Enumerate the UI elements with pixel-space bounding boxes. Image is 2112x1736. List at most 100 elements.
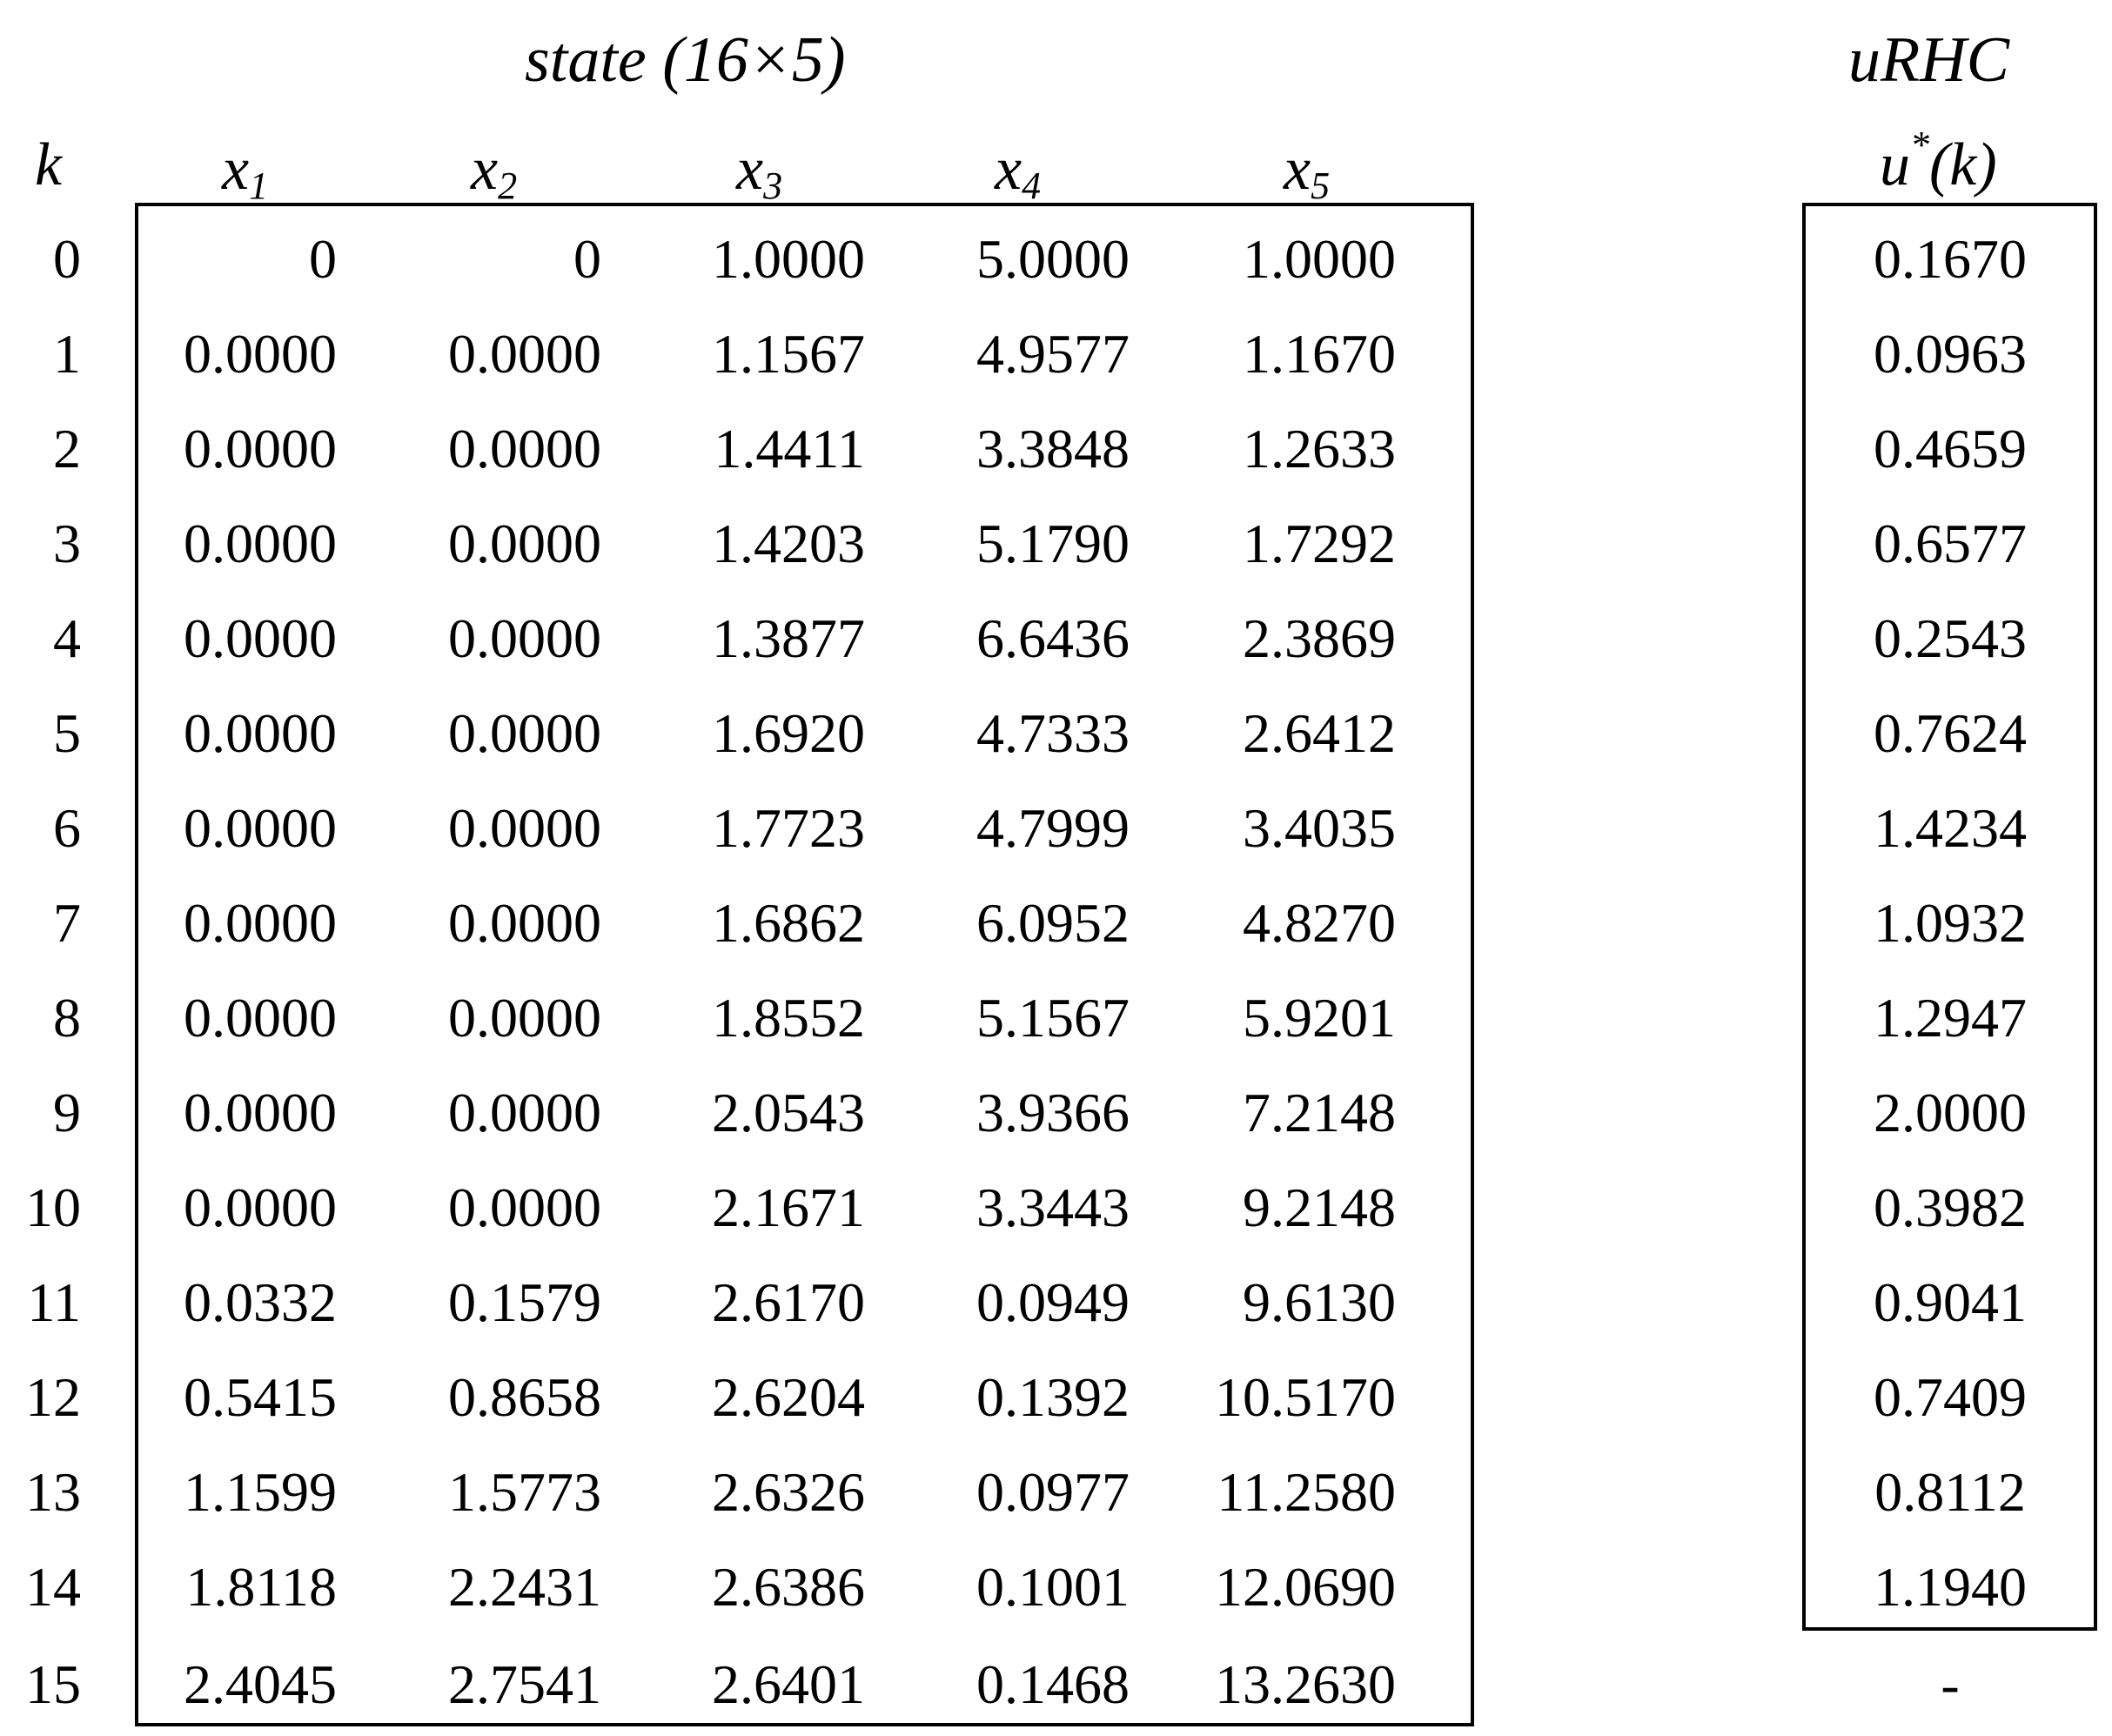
- x5-cell: 13.2630: [1215, 1653, 1396, 1715]
- state-matrix-frame: [135, 203, 1474, 1726]
- x2-cell: 0.0000: [448, 323, 601, 385]
- k-cell: 9: [53, 1082, 81, 1143]
- x5-cell: 1.0000: [1243, 228, 1396, 290]
- x3-cell: 1.4411: [714, 418, 865, 479]
- u-cell: 0.7409: [1874, 1366, 2027, 1428]
- u-column-header: u*(k): [1880, 124, 1997, 198]
- x4-cell: 3.3848: [976, 418, 1130, 479]
- x1-cell: 0.5415: [184, 1366, 337, 1428]
- x4-cell: 4.7999: [976, 797, 1130, 859]
- x5-cell: 7.2148: [1243, 1082, 1396, 1143]
- state-title-label: state (16×5): [525, 24, 846, 96]
- u-cell: 0.6577: [1874, 513, 2027, 574]
- x3-cell: 1.6862: [712, 892, 865, 954]
- x1-cell: 2.4045: [184, 1653, 337, 1715]
- x2-cell: 0.0000: [448, 513, 601, 574]
- x5-cell: 1.2633: [1243, 418, 1396, 479]
- k-cell: 13: [25, 1461, 81, 1523]
- x2-cell: 0.1579: [448, 1271, 601, 1333]
- x1-cell: 0.0000: [184, 1082, 337, 1143]
- x3-cell: 2.6386: [712, 1556, 865, 1618]
- x3-cell: 2.6170: [712, 1271, 865, 1333]
- x5-column-header: x5: [1284, 136, 1331, 207]
- u-cell: 1.4234: [1874, 797, 2027, 859]
- x5-cell: 1.1670: [1243, 323, 1396, 385]
- k-cell: 6: [53, 797, 81, 859]
- x4-cell: 0.0977: [976, 1461, 1130, 1523]
- x1-cell: 0.0000: [184, 892, 337, 954]
- x5-cell: 2.6412: [1243, 702, 1396, 764]
- x3-cell: 1.6920: [712, 702, 865, 764]
- x3-cell: 2.0543: [712, 1082, 865, 1143]
- x3-column-header: x3: [736, 136, 783, 207]
- k-cell: 11: [27, 1271, 81, 1333]
- u-cell: 0.4659: [1874, 418, 2027, 479]
- k-cell: 8: [53, 987, 81, 1049]
- k-column-header: k: [35, 131, 63, 198]
- x4-cell: 0.1001: [976, 1556, 1130, 1618]
- x4-cell: 5.0000: [976, 228, 1130, 290]
- x4-cell: 4.7333: [976, 702, 1130, 764]
- x2-cell: 0.0000: [448, 607, 601, 669]
- k-cell: 0: [53, 228, 81, 290]
- x5-cell: 11.2580: [1217, 1461, 1396, 1523]
- x3-cell: 1.0000: [712, 228, 865, 290]
- k-cell: 3: [53, 513, 81, 574]
- x1-cell: 0: [309, 228, 337, 290]
- k-cell: 4: [53, 607, 81, 669]
- x4-cell: 5.1790: [976, 513, 1130, 574]
- x2-cell: 0: [573, 228, 601, 290]
- x5-cell: 1.7292: [1243, 513, 1396, 574]
- x3-cell: 2.6204: [712, 1366, 865, 1428]
- k-cell: 1: [53, 323, 81, 385]
- u-cell: -: [1941, 1653, 1960, 1715]
- x4-cell: 0.1468: [976, 1653, 1130, 1715]
- x2-cell: 1.5773: [448, 1461, 601, 1523]
- x3-cell: 2.1671: [712, 1176, 865, 1238]
- x4-cell: 3.3443: [976, 1176, 1130, 1238]
- x5-cell: 2.3869: [1243, 607, 1396, 669]
- x5-cell: 9.2148: [1243, 1176, 1396, 1238]
- u-cell: 0.9041: [1874, 1271, 2027, 1333]
- u-cell: 1.2947: [1874, 987, 2027, 1049]
- x2-cell: 0.0000: [448, 797, 601, 859]
- x3-cell: 1.1567: [712, 323, 865, 385]
- x1-cell: 0.0000: [184, 797, 337, 859]
- x2-cell: 0.0000: [448, 1082, 601, 1143]
- u-cell: 0.3982: [1874, 1176, 2027, 1238]
- x1-cell: 1.1599: [184, 1461, 337, 1523]
- x2-cell: 0.0000: [448, 418, 601, 479]
- x3-cell: 1.8552: [712, 987, 865, 1049]
- k-cell: 15: [25, 1653, 81, 1715]
- x2-cell: 2.7541: [448, 1653, 601, 1715]
- x5-cell: 3.4035: [1243, 797, 1396, 859]
- u-cell: 1.1940: [1874, 1556, 2027, 1618]
- k-cell: 12: [25, 1366, 81, 1428]
- x4-cell: 4.9577: [976, 323, 1130, 385]
- x2-cell: 0.0000: [448, 987, 601, 1049]
- x3-cell: 2.6326: [712, 1461, 865, 1523]
- control-table-title: uRHC: [1848, 28, 2009, 92]
- x5-cell: 10.5170: [1215, 1366, 1396, 1428]
- x1-cell: 0.0000: [184, 702, 337, 764]
- k-cell: 10: [25, 1176, 81, 1238]
- x5-cell: 12.0690: [1215, 1556, 1396, 1618]
- k-cell: 7: [53, 892, 81, 954]
- x2-cell: 2.2431: [448, 1556, 601, 1618]
- x1-cell: 1.8118: [185, 1556, 337, 1618]
- x2-cell: 0.8658: [448, 1366, 601, 1428]
- x4-cell: 6.0952: [976, 892, 1130, 954]
- x1-cell: 0.0000: [184, 1176, 337, 1238]
- x5-cell: 9.6130: [1243, 1271, 1396, 1333]
- k-cell: 2: [53, 418, 81, 479]
- x4-cell: 6.6436: [976, 607, 1130, 669]
- u-cell: 2.0000: [1874, 1082, 2027, 1143]
- x1-cell: 0.0000: [184, 513, 337, 574]
- x2-cell: 0.0000: [448, 702, 601, 764]
- x4-cell: 0.0949: [976, 1271, 1130, 1333]
- k-cell: 5: [53, 702, 81, 764]
- x3-cell: 2.6401: [712, 1653, 865, 1715]
- x3-cell: 1.3877: [712, 607, 865, 669]
- x3-cell: 1.4203: [712, 513, 865, 574]
- x2-cell: 0.0000: [448, 892, 601, 954]
